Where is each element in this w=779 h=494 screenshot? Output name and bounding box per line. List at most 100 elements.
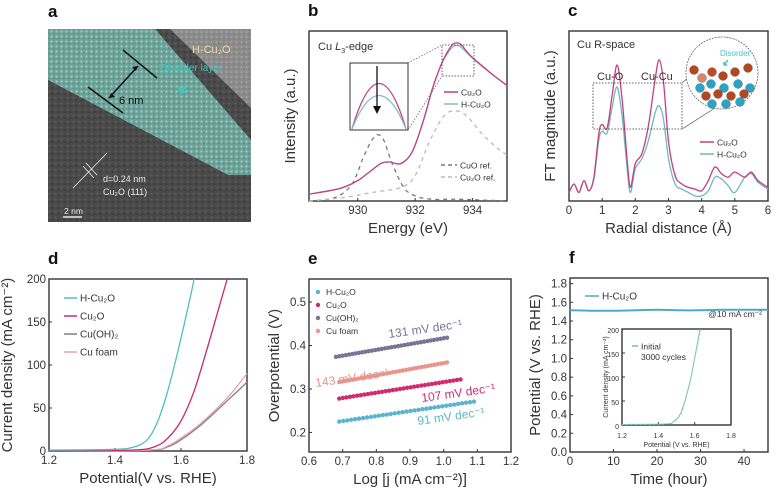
x-tick-label: 1.1 [469,456,485,468]
data-point [448,402,453,408]
data-point [360,415,366,421]
atom [726,91,736,101]
atom [743,63,753,73]
y-tick-label: 150 [27,317,46,329]
data-point [366,348,371,354]
thickness-label: 6 nm [119,95,143,107]
data-point [433,381,438,386]
data-point [368,414,374,420]
y-axis-label: Potential (V vs. RHE) [527,294,544,436]
x-tick-label: 10 [607,456,620,468]
plot-frame [48,278,248,452]
panel-label: e [308,249,317,268]
data-point [333,354,339,360]
x-tick-label: 3 [665,205,671,217]
data-point [337,396,342,401]
legend-marker [315,328,321,334]
zoom-connector [407,44,443,64]
tem-image [48,29,251,222]
data-point [415,383,420,389]
inset-curve-h-cu2o [351,95,407,130]
data-point [351,394,356,399]
panel-label-a: a [48,2,58,21]
x-tick-label: 1.6 [173,455,189,467]
x-tick-label: 0 [567,456,573,468]
x-tick-label: 0 [566,205,572,217]
y-tick-label: 0.0 [551,447,567,459]
peak-label-cu-cu: Cu-Cu [641,71,673,83]
y-tick-label: 0.6 [551,391,567,403]
x-tick-label: 1.0 [436,456,452,468]
data-point [372,390,378,396]
x-axis-label: Radial distance (Å) [605,220,732,237]
y-tick-label: 1.6 [551,297,567,309]
data-point [379,389,385,394]
panel-label: d [48,249,58,268]
data-point [441,336,446,341]
y-tick-label: 200 [607,328,619,335]
data-point [400,409,405,415]
data-point [444,403,449,408]
series-line-cu-foam [48,373,248,452]
data-point [354,393,360,398]
data-point [388,411,393,417]
x-tick-label: 1.2 [617,433,627,440]
panel-f: 0 10 20 30 40 0.0 0.2 0.4 0.6 0.8 1.0 1.2 1.4 1.6 1.8 T… [527,248,769,488]
x-tick-label: 20 [651,456,664,468]
data-point [340,395,346,401]
lattice-marker [72,152,108,189]
data-point [412,408,417,413]
data-point [384,412,390,417]
zoom-connector [407,75,443,131]
x-tick-label: 30 [694,456,707,468]
data-point [440,380,445,385]
y-tick-label: 200 [27,274,46,286]
panel-b: 930 932 934 Energy (eV) Intensity (a.u.) b Cu … [282,1,508,237]
y-tick-label: 0 [615,424,619,431]
series-line-3000-cycles [621,328,702,425]
data-point [396,410,401,415]
y-tick-label: 0.4 [551,410,568,422]
data-point [408,341,414,347]
data-point [412,341,417,346]
data-point [463,400,469,405]
y-tick-label: 1.4 [551,316,568,328]
data-point [344,395,349,400]
panel-label: c [568,1,577,20]
data-point [402,342,407,348]
data-point [394,387,399,392]
layer-boundary-top [122,49,158,79]
series-line-h-cu-o [569,308,768,312]
data-point [347,394,353,400]
data-point [337,354,342,359]
series-line-cu-o [48,278,228,452]
data-point [436,404,441,410]
legend-label: H-Cu₂O [717,150,747,160]
plot-frame [621,328,732,426]
panel-e: 0.6 0.7 0.8 0.9 1.0 1.1 1.2 0.2 0.3 0.4 0.5 Log [j … [266,249,519,488]
legend-label: Cu₂O [717,138,738,148]
data-point [435,337,440,342]
inset-chart: 1.2 1.4 1.6 1.8 0 50 100 150 200 Potential (V vs.… [603,328,736,449]
y-tick-label: 100 [607,376,619,383]
data-point [471,399,477,404]
legend-label: H-Cu₂O [461,100,491,110]
x-tick-label: 6 [765,205,771,217]
plot-frame [569,277,769,453]
legend-marker [315,315,321,321]
atom [719,83,729,93]
x-tick-label: 930 [348,205,367,217]
data-point [405,342,411,347]
atom [733,79,743,89]
y-tick-label: 0.5 [290,297,306,309]
data-point [422,382,428,388]
atom [739,89,749,99]
y-tick-label: 1.8 [551,279,567,291]
x-tick-label: 4 [698,205,705,217]
data-point [343,352,348,358]
inset-curve-cu2o [351,83,407,130]
y-tick-label: 150 [607,352,619,359]
atomic-structure-inset: Disorder [685,36,759,110]
data-point [389,345,394,350]
atom [713,89,723,99]
